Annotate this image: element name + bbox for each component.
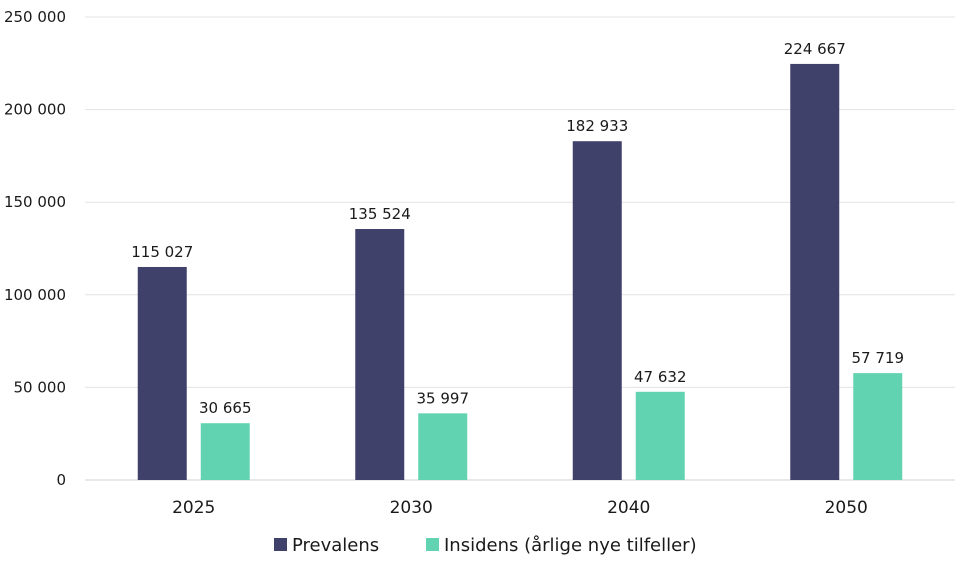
bar-prevalens-2040 <box>572 141 622 481</box>
x-tick-label: 2025 <box>172 498 215 518</box>
y-tick-label: 100 000 <box>4 286 66 304</box>
bar-prevalens-2050 <box>790 63 840 480</box>
bar-insidens-2030 <box>418 413 468 480</box>
data-labels: 115 027 30 665 135 524 35 997 182 933 47 632 2… <box>131 40 904 417</box>
x-axis-ticks: 2025 2030 2040 2050 <box>172 498 868 518</box>
legend-swatch <box>274 538 287 551</box>
data-label: 224 667 <box>784 40 846 58</box>
data-label: 182 933 <box>566 117 628 135</box>
legend-label: Insidens (årlige nye tilfeller) <box>444 535 697 556</box>
bar-insidens-2025 <box>200 423 250 480</box>
data-label: 57 719 <box>852 349 905 367</box>
legend: Prevalens Insidens (årlige nye tilfeller) <box>274 535 697 556</box>
data-label: 30 665 <box>199 399 252 417</box>
bar-prevalens-2030 <box>355 229 405 480</box>
legend-swatch <box>426 538 439 551</box>
bar-insidens-2050 <box>853 373 903 480</box>
y-axis-ticks: 0 50 000 100 000 150 000 200 000 250 000 <box>4 8 66 489</box>
x-tick-label: 2040 <box>607 498 650 518</box>
x-tick-label: 2030 <box>390 498 433 518</box>
bars <box>137 63 903 481</box>
bar-prevalens-2025 <box>137 266 187 480</box>
data-label: 135 524 <box>349 205 411 223</box>
x-tick-label: 2050 <box>825 498 868 518</box>
y-tick-label: 200 000 <box>4 101 66 119</box>
data-label: 47 632 <box>634 368 687 386</box>
data-label: 35 997 <box>417 389 470 407</box>
y-tick-label: 0 <box>56 471 66 489</box>
legend-label: Prevalens <box>292 535 379 556</box>
y-tick-label: 50 000 <box>14 378 67 396</box>
bar-insidens-2040 <box>635 391 685 480</box>
y-tick-label: 150 000 <box>4 193 66 211</box>
y-tick-label: 250 000 <box>4 8 66 26</box>
data-label: 115 027 <box>131 243 193 261</box>
